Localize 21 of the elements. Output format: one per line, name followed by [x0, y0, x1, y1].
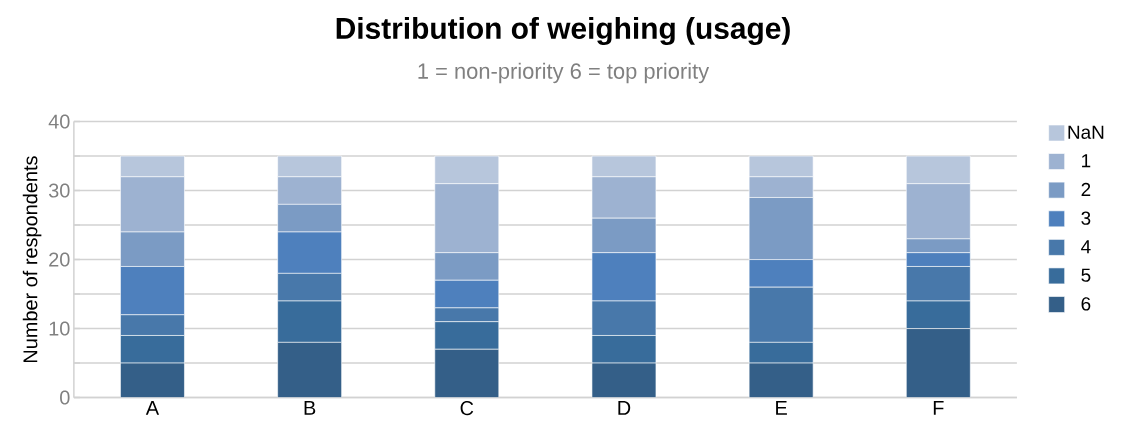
legend-label: 3	[1081, 211, 1091, 225]
x-tick-label: A	[145, 401, 160, 415]
y-tick-label: 40	[48, 114, 70, 129]
y-tick-label: 0	[60, 390, 70, 405]
chart-subtitle: 1 = non-priority 6 = top priority	[418, 62, 710, 84]
y-tick-label: 30	[48, 183, 70, 198]
legend-label: 4	[1081, 240, 1091, 254]
y-axis-title: Number of respondents	[22, 156, 42, 363]
legend-label: 5	[1081, 268, 1091, 282]
x-tick-label: D	[618, 401, 631, 415]
x-tick-label: C	[460, 401, 474, 416]
x-tick-label: B	[304, 401, 316, 415]
x-tick-label: E	[776, 401, 787, 415]
y-tick-label: 20	[49, 252, 70, 267]
legend-label: 6	[1081, 297, 1091, 311]
chart-title: Distribution of weighing (usage)	[336, 17, 790, 45]
x-tick-label: F	[933, 401, 944, 415]
y-tick-label: 10	[49, 321, 70, 336]
legend-label: 2	[1081, 182, 1091, 196]
legend-label: NaN	[1068, 125, 1104, 139]
legend-label: 1	[1082, 154, 1091, 168]
